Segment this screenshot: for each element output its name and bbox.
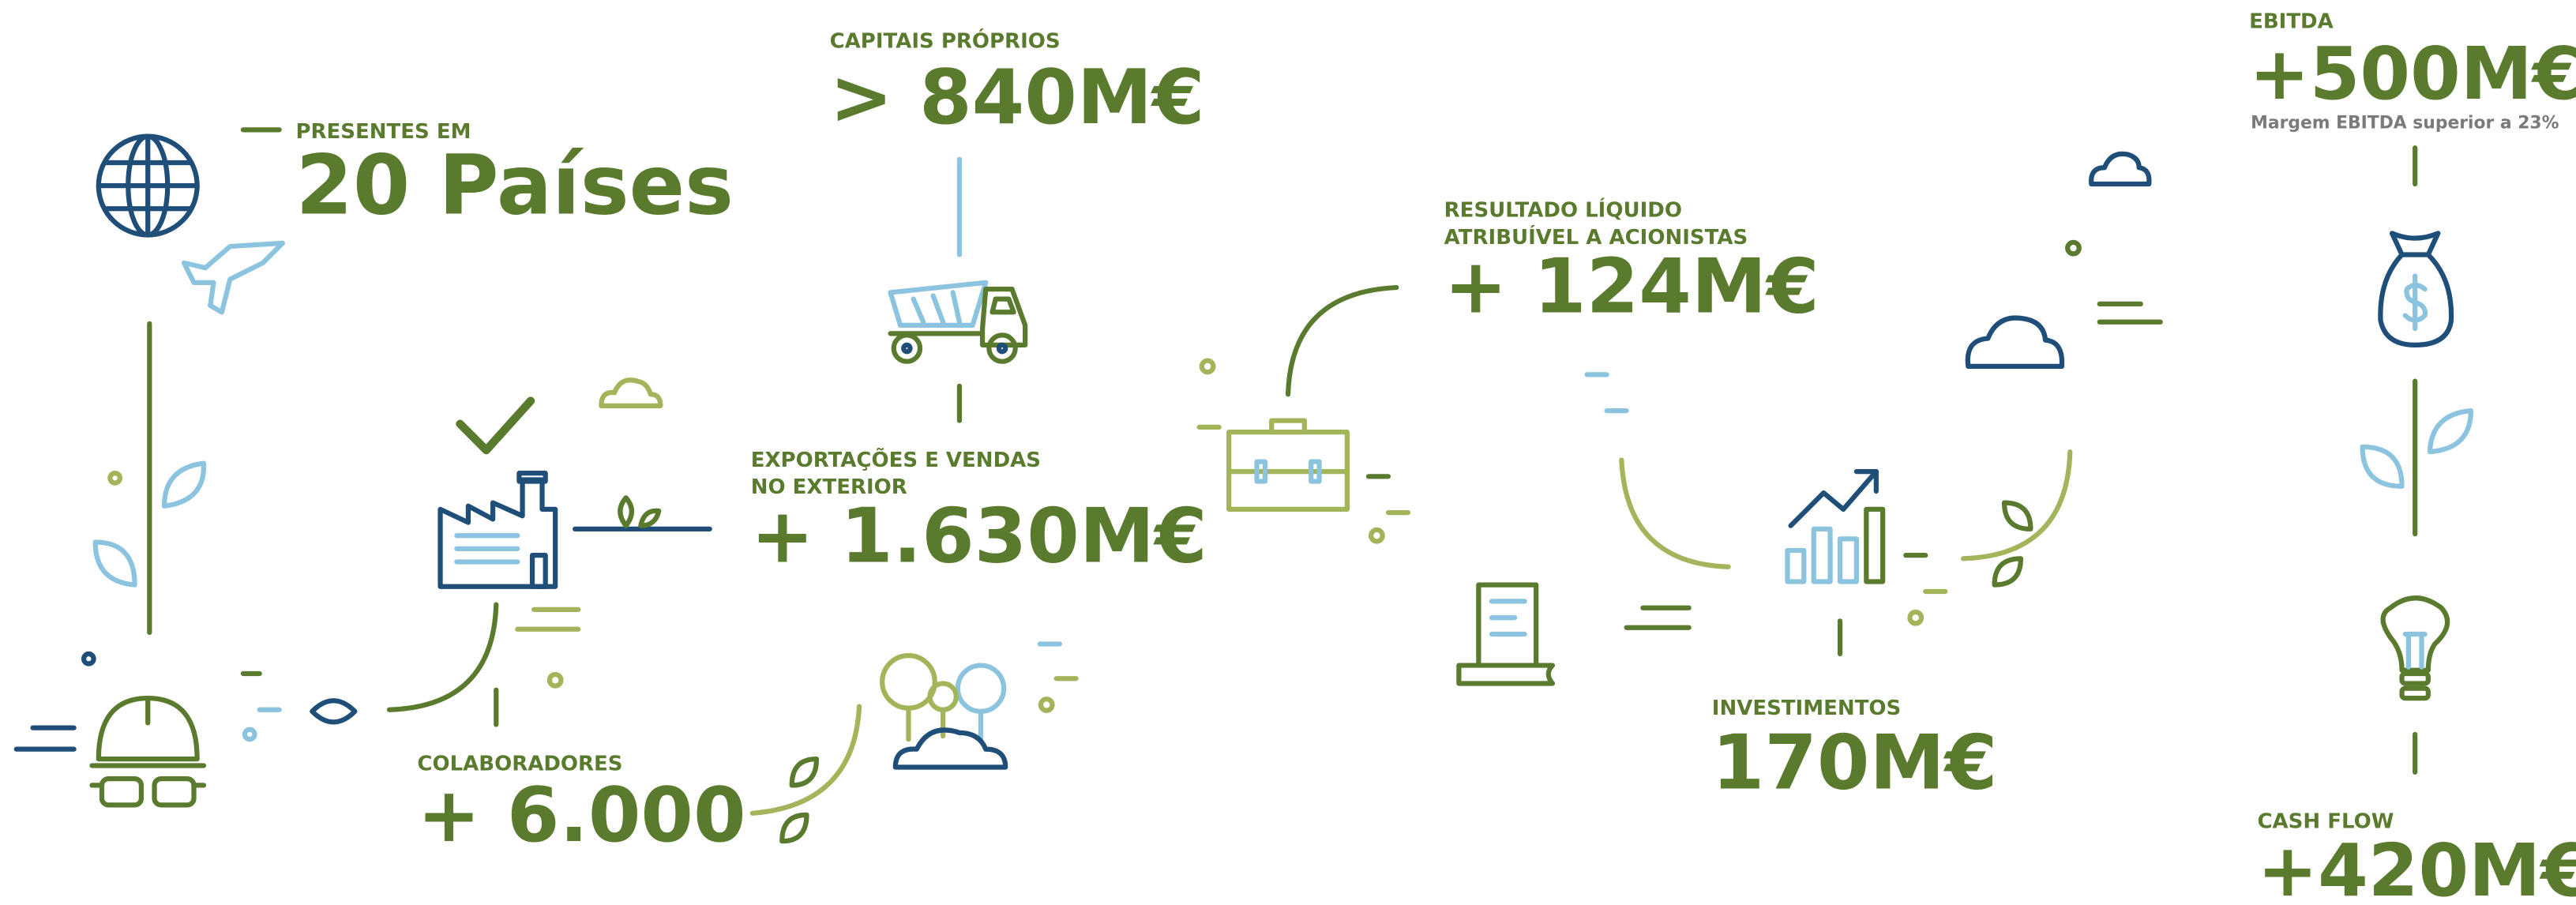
- document-icon: [1456, 582, 1556, 686]
- dot: [1368, 527, 1385, 544]
- cloud: [599, 377, 663, 408]
- stat-label: PRESENTES EM: [295, 120, 471, 144]
- curve: [749, 704, 862, 816]
- cloud: [1965, 315, 2065, 370]
- stat-label: EXPORTAÇÕES E VENDAS: [751, 447, 1041, 472]
- trees-icon: [880, 652, 1008, 770]
- truck-icon: [888, 280, 1028, 364]
- stat-label: NO EXTERIOR: [751, 475, 907, 499]
- stat-value: 20 Países: [295, 137, 734, 233]
- leaf: [2360, 444, 2405, 489]
- stat-label: CAPITAIS PRÓPRIOS: [830, 28, 1061, 53]
- icons: [13, 127, 2474, 844]
- stat-value: +420M€: [2257, 828, 2576, 905]
- leaf: [618, 495, 635, 528]
- curve: [1285, 284, 1399, 397]
- stat-value: > 840M€: [830, 53, 1205, 141]
- curve: [1619, 457, 1731, 569]
- leaf: [638, 508, 662, 528]
- leaf: [2001, 500, 2033, 532]
- stat-value: + 1.630M€: [751, 491, 1207, 580]
- globe-icon: [96, 133, 200, 238]
- factory-icon: [437, 471, 558, 589]
- leaf: [2427, 407, 2474, 455]
- worker-icon: [89, 696, 207, 808]
- stat-value: 170M€: [1712, 719, 1998, 807]
- leaf: [1992, 556, 2024, 588]
- stat-label: INVESTIMENTOS: [1712, 697, 1901, 720]
- leaf: [310, 698, 358, 725]
- stat-value: + 6.000: [417, 771, 745, 859]
- dot: [1038, 697, 1055, 713]
- check-icon: [456, 396, 535, 455]
- curve: [1960, 449, 2073, 561]
- leaf: [789, 757, 820, 788]
- leaf: [161, 460, 207, 509]
- dot: [81, 651, 96, 667]
- stat-label: COLABORADORES: [417, 753, 622, 776]
- growth-icon: [1785, 468, 1886, 584]
- leaf: [779, 812, 809, 844]
- dot: [1907, 609, 1924, 626]
- cloud: [2089, 151, 2152, 187]
- stat-label: ATRIBUÍVEL A ACIONISTAS: [1444, 224, 1748, 250]
- dot: [2065, 239, 2082, 257]
- leaf: [92, 539, 137, 588]
- stat-value: +500M€: [2249, 32, 2576, 116]
- money-bag-icon: [2378, 231, 2454, 348]
- briefcase-icon: [1226, 418, 1350, 513]
- stat-value: + 124M€: [1444, 242, 1819, 330]
- plane-icon: [181, 240, 285, 315]
- dot: [107, 471, 122, 486]
- bulb-icon: [2380, 595, 2450, 701]
- dot: [1199, 358, 1216, 375]
- curve: [386, 602, 499, 712]
- stat-label: CASH FLOW: [2257, 810, 2394, 834]
- dot: [546, 671, 564, 689]
- stat-label: RESULTADO LÍQUIDO: [1444, 197, 1682, 223]
- stat-label: EBITDA: [2249, 9, 2334, 33]
- stat-note: Margem EBITDA superior a 23%: [2251, 113, 2559, 133]
- dot: [242, 727, 257, 742]
